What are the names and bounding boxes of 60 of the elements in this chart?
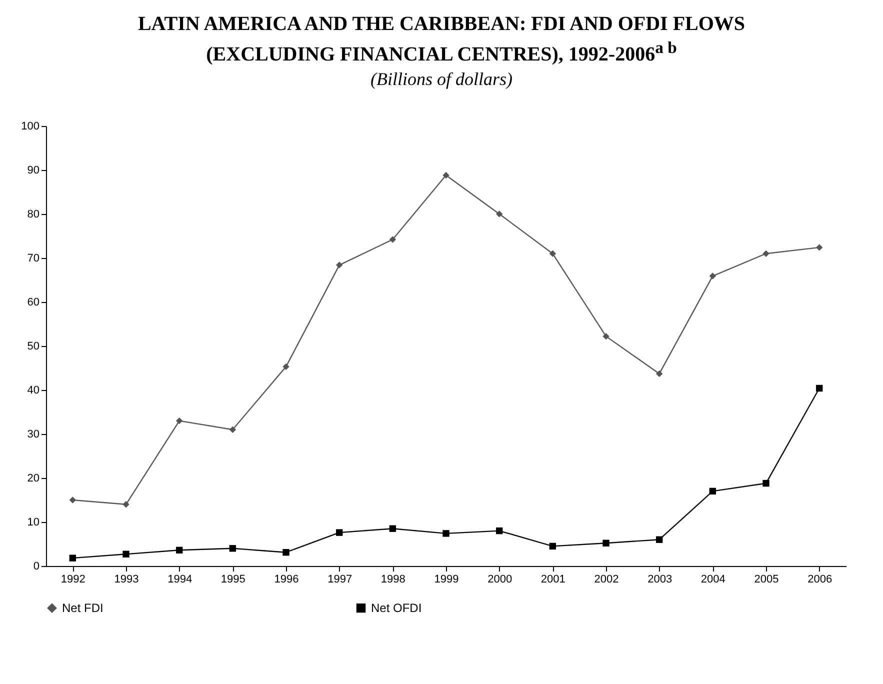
x-tick-label: 2006 xyxy=(808,573,832,586)
point xyxy=(496,210,503,218)
point xyxy=(602,539,610,546)
x-tick-label: 1999 xyxy=(434,573,459,586)
point xyxy=(69,554,76,562)
point xyxy=(69,496,76,504)
y-tick-label: 30 xyxy=(27,428,40,440)
point xyxy=(549,542,556,550)
x-tick-label: 2000 xyxy=(488,573,512,586)
y-tick-label: 20 xyxy=(27,472,40,484)
point xyxy=(709,488,716,494)
point xyxy=(816,384,823,392)
point xyxy=(549,250,556,257)
x-tick-label: 1994 xyxy=(168,573,192,586)
legend-label: Net FDI xyxy=(62,600,104,615)
point xyxy=(336,261,343,268)
y-tick-label: 40 xyxy=(27,384,40,396)
x-tick-label: 1996 xyxy=(274,573,299,586)
chart-subtitle: (Billions of dollars) xyxy=(369,68,514,90)
point xyxy=(762,250,770,257)
point xyxy=(122,500,130,508)
x-tick-label: 2003 xyxy=(648,573,672,586)
y-tick-label: 70 xyxy=(27,252,40,264)
x-tick-label: 1997 xyxy=(328,573,352,586)
x-tick-label: 2002 xyxy=(594,573,619,586)
point xyxy=(229,426,236,433)
x-tick-label: 1998 xyxy=(380,573,406,586)
point xyxy=(122,550,130,558)
point xyxy=(176,417,183,424)
x-tick-label: 2004 xyxy=(700,573,726,586)
point xyxy=(656,536,663,543)
point xyxy=(442,530,450,536)
point xyxy=(496,527,503,534)
point xyxy=(816,244,823,250)
y-tick-label: 10 xyxy=(27,516,40,528)
x-tick-label: 2005 xyxy=(754,573,779,586)
y-tick-label: 100 xyxy=(21,120,40,132)
point xyxy=(762,480,770,486)
legend-label: Net OFDI xyxy=(371,600,422,615)
x-tick-label: 1995 xyxy=(220,573,246,586)
y-tick-label: 60 xyxy=(27,296,40,308)
x-tick-label: 1992 xyxy=(60,573,86,586)
point xyxy=(176,546,183,554)
point xyxy=(282,548,290,556)
point xyxy=(336,528,343,536)
point xyxy=(656,370,663,377)
point xyxy=(389,236,396,243)
x-tick-label: 2001 xyxy=(540,573,566,586)
y-tick-label: 90 xyxy=(27,164,40,176)
point xyxy=(282,362,290,370)
x-tick-label: 1993 xyxy=(114,573,139,586)
point xyxy=(229,544,236,552)
y-tick-label: 50 xyxy=(27,340,40,352)
point xyxy=(389,524,396,532)
y-tick-label: 80 xyxy=(27,208,40,220)
chart-title: LATIN AMERICA AND THE CARIBBEAN: FDI AND OFDI FLOWS (EXCLUDING FINANCIAL CENTRES), 1992-2006$^{a b}$ xyxy=(136,12,746,67)
point xyxy=(709,272,716,280)
point xyxy=(602,332,610,340)
y-tick-label: 0 xyxy=(33,560,40,572)
point xyxy=(442,172,450,178)
